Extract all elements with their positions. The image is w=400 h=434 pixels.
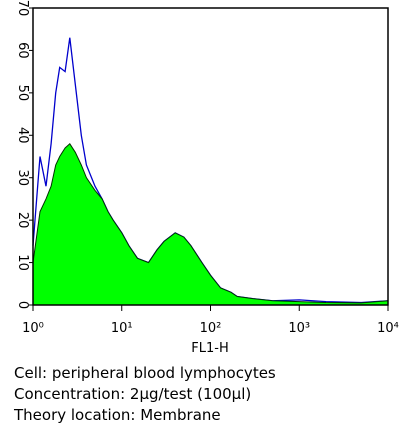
y-tick-label: 60 [15,42,30,59]
x-axis-label: FL1-H [191,341,228,356]
y-tick-label: 40 [15,127,30,144]
caption-line: Theory location: Membrane [13,406,221,424]
caption-line: Cell: peripheral blood lymphocytes [14,364,276,382]
y-tick-label: 50 [15,85,30,102]
x-tick-label: 10³ [288,321,310,336]
x-tick-label: 10¹ [111,321,133,336]
x-tick-label: 10⁰ [22,321,44,336]
y-tick-label: 70 [15,0,30,16]
x-tick-label: 10² [200,321,222,336]
x-tick-label: 10⁴ [377,321,399,336]
y-tick-label: 30 [15,169,30,186]
histogram-area [32,143,389,306]
y-tick-label: 10 [15,254,30,271]
y-tick-label: 20 [15,212,30,229]
y-tick-label: 0 [15,301,30,309]
caption-line: Concentration: 2μg/test (100μl) [14,385,251,403]
